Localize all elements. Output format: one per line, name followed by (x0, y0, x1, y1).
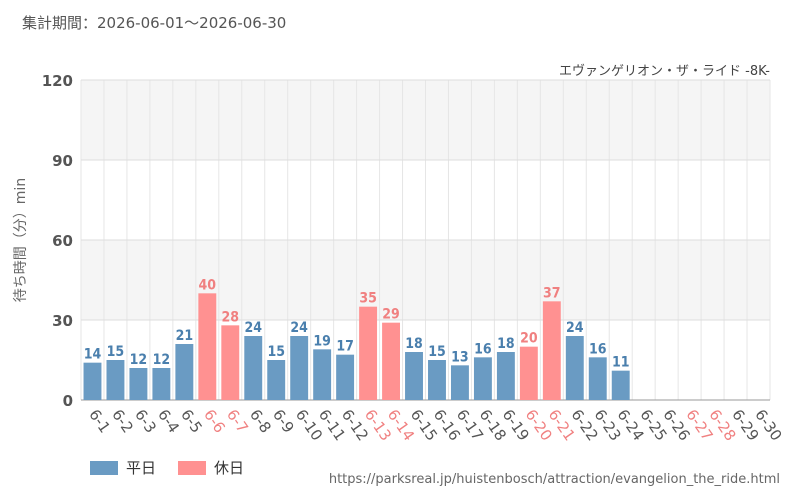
bar (198, 293, 217, 400)
bar-value-label: 37 (543, 285, 561, 301)
bar (313, 349, 332, 400)
bar-value-label: 15 (267, 344, 285, 360)
bar (244, 336, 263, 400)
bar (588, 357, 607, 400)
legend-label-weekday: 平日 (126, 459, 157, 477)
bar (336, 354, 355, 400)
legend-swatch-holiday (178, 460, 207, 475)
bar (382, 322, 401, 400)
bar (83, 362, 102, 400)
bar-value-label: 12 (153, 352, 171, 368)
bar-value-label: 13 (451, 349, 469, 365)
bar-value-label: 18 (405, 336, 423, 352)
bar (106, 360, 125, 400)
x-tick-label: 6-8 (246, 406, 275, 436)
bar-value-label: 14 (84, 347, 102, 363)
bar (473, 357, 492, 400)
bar-value-label: 24 (244, 320, 262, 336)
bar-value-label: 16 (589, 341, 607, 357)
bar-value-label: 15 (107, 344, 125, 360)
legend-label-holiday: 休日 (214, 459, 245, 477)
y-tick-label: 90 (52, 152, 73, 170)
bar-value-label: 17 (336, 339, 354, 355)
bar (359, 306, 378, 400)
y-tick-label: 60 (52, 232, 73, 250)
bar (542, 301, 561, 400)
period-label: 集計期間：2026-06-01～2026-06-30 (22, 14, 287, 32)
x-tick-label: 6-3 (131, 406, 160, 436)
x-tick-label: 6-1 (85, 406, 114, 436)
x-tick-label: 6-9 (269, 406, 298, 436)
bar (565, 336, 584, 400)
y-tick-label: 120 (42, 72, 73, 90)
bar-value-label: 40 (199, 277, 217, 293)
bar (405, 352, 423, 400)
y-tick-label: 30 (52, 312, 73, 330)
legend-item-holiday: 休日 (178, 457, 244, 478)
bar-value-label: 11 (612, 355, 630, 371)
bar (152, 368, 171, 400)
bar (611, 370, 630, 400)
legend-swatch-weekday (90, 460, 118, 475)
x-tick-label: 6-2 (108, 406, 137, 436)
bar-value-label: 28 (222, 309, 240, 325)
bar (129, 368, 148, 400)
bar-value-label: 20 (520, 331, 538, 347)
bar-value-label: 18 (497, 336, 515, 352)
x-tick-label: 6-6 (200, 406, 229, 436)
x-tick-label: 6-7 (223, 406, 252, 436)
bar-value-label: 19 (313, 333, 331, 349)
bar (519, 346, 538, 400)
legend: 平日 休日 (90, 457, 244, 478)
y-tick-label: 0 (63, 392, 73, 410)
bar-value-label: 24 (290, 320, 308, 336)
legend-item-weekday: 平日 (90, 457, 156, 478)
bar (267, 360, 286, 400)
x-tick-label: 6-5 (177, 406, 206, 436)
bar-value-label: 16 (474, 341, 492, 357)
bar-value-label: 35 (359, 291, 377, 307)
bar-value-label: 21 (176, 328, 194, 344)
bar (290, 336, 309, 400)
chart-title: エヴァンゲリオン・ザ・ライド -8K- (559, 64, 770, 79)
source-url: https://parksreal.jp/huistenbosch/attrac… (328, 472, 780, 487)
x-tick-label: 6-4 (154, 406, 183, 436)
bar-value-label: 24 (566, 320, 584, 336)
bar (221, 325, 240, 400)
bar (450, 365, 469, 400)
bar (175, 344, 194, 400)
bar-value-label: 15 (428, 344, 446, 360)
bar (428, 360, 446, 400)
bar-value-label: 29 (382, 307, 400, 323)
bar-value-label: 12 (130, 352, 148, 368)
bar (496, 352, 515, 400)
